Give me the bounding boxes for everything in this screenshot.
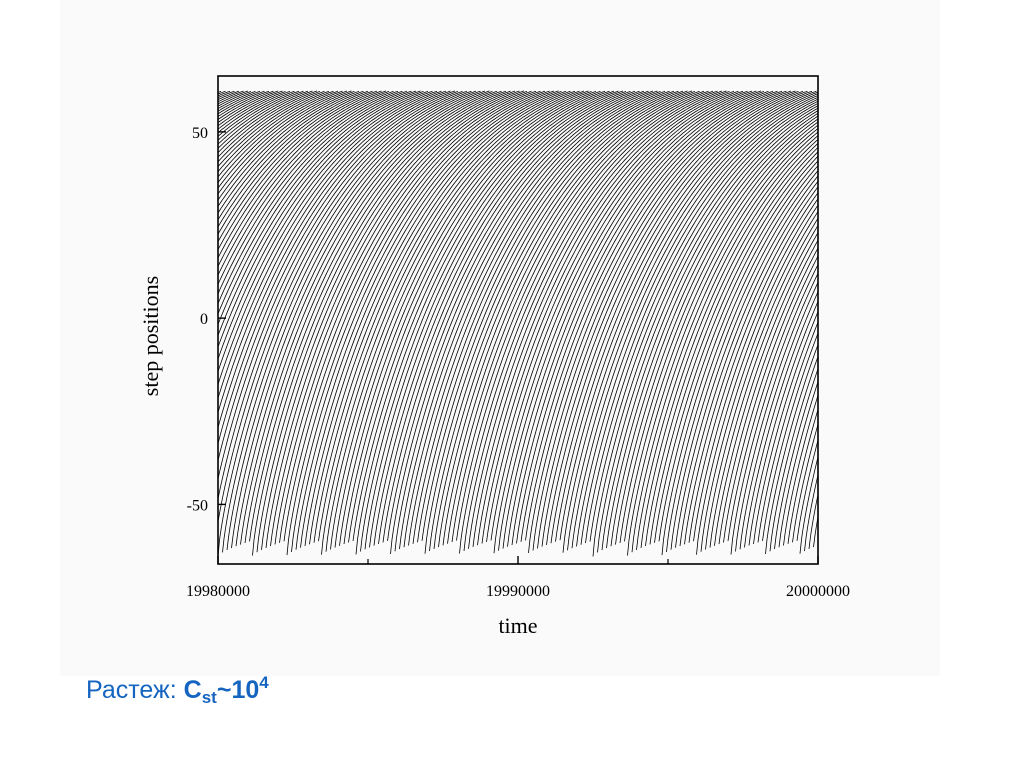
step-trajectory-line	[218, 90, 818, 553]
caption-prefix: Растеж:	[86, 676, 184, 704]
step-trajectory-line	[218, 90, 818, 548]
series-layer	[218, 91, 818, 557]
y-axis-label: step positions	[138, 276, 163, 396]
step-trajectory-line	[218, 90, 818, 555]
step-trajectory-line	[218, 90, 818, 556]
step-trajectory-line	[218, 90, 818, 549]
x-axis-label: time	[498, 613, 537, 638]
step-trajectory-line	[218, 90, 818, 548]
step-trajectory-line	[218, 90, 818, 549]
step-trajectory-line	[218, 90, 818, 547]
step-trajectory-line	[218, 90, 818, 555]
step-trajectory-line	[218, 90, 818, 552]
step-trajectory-line	[218, 90, 818, 552]
caption-tilde: ~10	[216, 676, 260, 704]
step-trajectory-line	[218, 90, 818, 550]
step-trajectory-line	[218, 90, 818, 552]
step-trajectory-line	[218, 90, 818, 553]
step-trajectory-line	[218, 90, 818, 549]
caption-subscript: st	[201, 688, 217, 707]
step-trajectory-line	[218, 90, 818, 546]
step-trajectory-line	[218, 90, 818, 550]
step-trajectory-line	[218, 90, 818, 555]
step-trajectory-line	[218, 90, 818, 553]
caption-formula: Cst~104	[183, 673, 269, 707]
step-trajectory-line	[218, 90, 818, 550]
step-trajectory-line	[218, 90, 818, 554]
caption-c: C	[183, 676, 202, 704]
step-trajectory-line	[218, 90, 818, 547]
step-positions-chart: 19980000 19990000 20000000 -50 0 50 time step…	[138, 75, 850, 638]
step-trajectory-line	[218, 90, 818, 546]
step-trajectory-line	[218, 90, 818, 548]
step-trajectory-line	[218, 90, 818, 553]
step-trajectory-line	[218, 90, 818, 549]
step-trajectory-line	[218, 90, 818, 548]
step-trajectory-line	[218, 90, 818, 549]
y-tick-label: 0	[200, 311, 208, 328]
caption: Растеж: Cst~104	[86, 673, 269, 707]
step-trajectory-line	[218, 90, 818, 551]
step-trajectory-line	[218, 90, 818, 554]
step-trajectory-line	[218, 90, 818, 550]
x-tick-label: 19980000	[186, 583, 250, 600]
step-trajectory-line	[218, 90, 818, 554]
step-trajectory-line	[218, 90, 818, 549]
axis-ticks: 19980000 19990000 20000000 -50 0 50	[186, 125, 850, 600]
step-trajectory-line	[218, 90, 818, 556]
step-trajectory-line	[218, 90, 818, 555]
step-trajectory-line	[218, 90, 818, 553]
step-trajectory-line	[218, 90, 818, 554]
step-trajectory-line	[218, 90, 818, 553]
step-trajectory-line	[218, 90, 818, 549]
step-trajectory-line	[218, 90, 818, 553]
step-trajectory-line	[218, 90, 818, 556]
step-trajectory-line	[218, 90, 818, 552]
y-tick-label: -50	[187, 497, 208, 514]
step-trajectory-line	[218, 90, 818, 557]
x-tick-label: 20000000	[786, 583, 850, 600]
step-trajectory-line	[218, 90, 818, 551]
step-trajectory-line	[218, 90, 818, 551]
step-trajectory-line	[218, 90, 818, 551]
step-trajectory-line	[218, 90, 818, 550]
step-trajectory-line	[218, 90, 818, 552]
step-trajectory-line	[218, 90, 818, 550]
y-tick-label: 50	[192, 125, 208, 142]
step-trajectory-line	[218, 90, 818, 547]
step-trajectory-line	[218, 90, 818, 550]
step-trajectory-line	[218, 90, 818, 551]
x-tick-label: 19990000	[486, 583, 550, 600]
caption-superscript: 4	[259, 673, 269, 692]
step-trajectory-line	[218, 90, 818, 556]
step-trajectory-line	[218, 90, 818, 555]
step-trajectory-line	[218, 90, 818, 553]
step-trajectory-line	[218, 90, 818, 551]
step-trajectory-line	[218, 90, 818, 555]
step-trajectory-line	[218, 90, 818, 550]
step-trajectory-line	[218, 90, 818, 557]
